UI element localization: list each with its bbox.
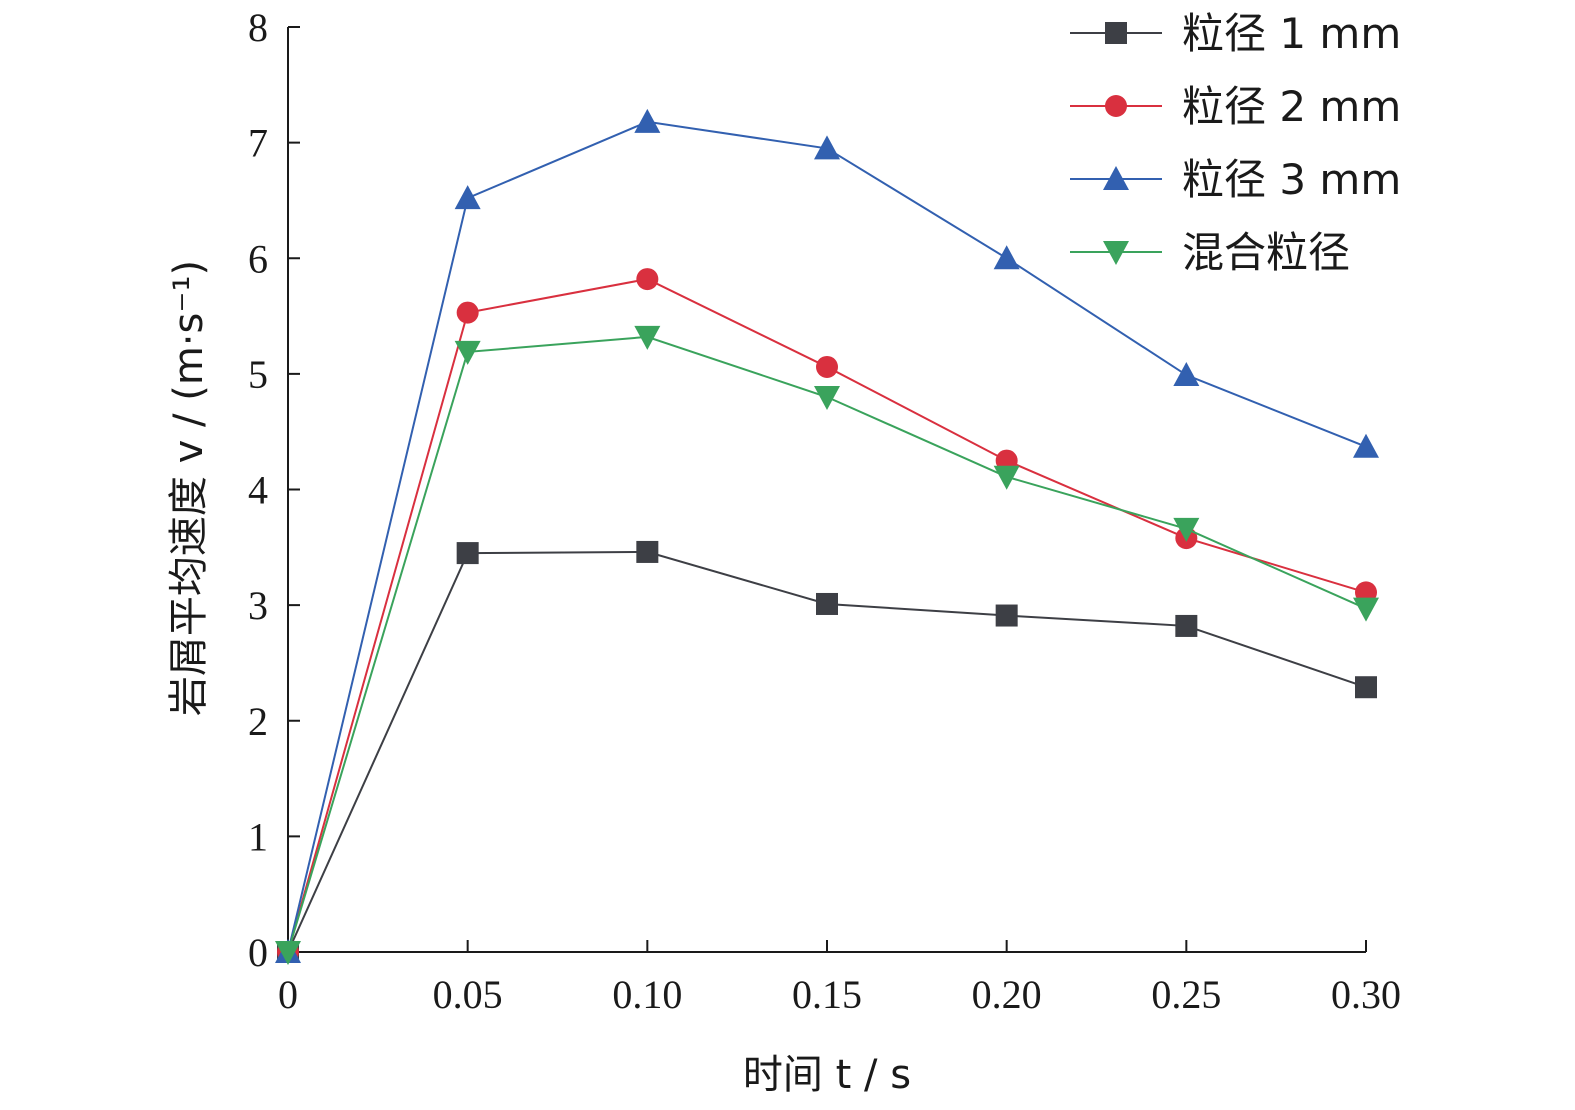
data-point [995, 604, 1018, 627]
data-point [1353, 597, 1379, 622]
legend-label: 粒径 2 mm [1182, 82, 1401, 131]
legend-marker [1105, 22, 1127, 44]
data-point [816, 355, 838, 378]
y-axis-title-text: 岩屑平均速度 v / (m·s⁻¹) [166, 260, 212, 716]
data-point [993, 465, 1020, 490]
x-tick-label: 0.30 [1331, 972, 1401, 1017]
data-point [1353, 433, 1379, 458]
legend-item: 粒径 3 mm [1070, 155, 1401, 204]
data-point [454, 185, 481, 210]
legend-label: 粒径 1 mm [1182, 9, 1401, 58]
x-tick-label: 0.05 [433, 972, 503, 1017]
x-tick-label: 0 [278, 972, 298, 1017]
y-tick-label: 0 [248, 930, 268, 975]
legend-label: 混合粒径 [1182, 228, 1350, 277]
series-1 [277, 540, 1377, 963]
data-point [634, 325, 661, 350]
data-point [1173, 517, 1200, 542]
data-point [634, 108, 661, 133]
data-point [814, 135, 840, 160]
legend-item: 混合粒径 [1070, 228, 1350, 277]
data-point [814, 386, 840, 410]
data-point [636, 268, 659, 291]
x-tick-label: 0.15 [792, 972, 862, 1017]
series-line [287, 335, 1367, 953]
x-axis-ticks: 0 0.05 0.10 0.15 0.20 0.25 0.30 [278, 940, 1401, 1017]
series-line [287, 278, 1367, 953]
data-point [454, 340, 481, 365]
series-4 [275, 325, 1379, 965]
y-axis-ticks: 0 1 2 3 4 5 6 7 8 [248, 5, 300, 975]
data-point [1175, 614, 1198, 637]
data-point [1355, 676, 1377, 699]
data-point [275, 941, 301, 965]
y-axis-title: 岩屑平均速度 v / (m·s⁻¹) [166, 260, 212, 716]
data-point [993, 245, 1020, 270]
data-point [1173, 362, 1200, 387]
legend-marker [1103, 241, 1129, 265]
x-axis-title: 时间 t / s [743, 1052, 911, 1098]
data-point [456, 542, 479, 565]
legend-label: 粒径 3 mm [1182, 155, 1401, 204]
x-tick-label: 0.10 [612, 972, 682, 1017]
legend-marker [1105, 95, 1127, 117]
x-tick-label: 0.20 [972, 972, 1042, 1017]
y-tick-label: 6 [248, 236, 268, 281]
data-point [456, 301, 479, 324]
legend-item: 粒径 2 mm [1070, 82, 1401, 131]
legend-item: 粒径 1 mm [1070, 9, 1401, 58]
y-tick-label: 2 [248, 699, 268, 744]
x-axis-title-text: 时间 t / s [743, 1052, 911, 1098]
y-tick-label: 7 [248, 121, 268, 166]
y-tick-label: 3 [248, 583, 268, 628]
legend: 粒径 1 mm 粒径 2 mm 粒径 3 mm 混合粒径 [1070, 9, 1401, 277]
x-tick-label: 0.25 [1151, 972, 1221, 1017]
y-tick-label: 1 [248, 814, 268, 859]
legend-marker [1103, 166, 1129, 190]
data-point [816, 592, 838, 615]
series-layer [275, 108, 1379, 965]
y-tick-label: 8 [248, 5, 268, 50]
y-tick-label: 5 [248, 352, 268, 397]
data-point [636, 540, 659, 563]
y-tick-label: 4 [248, 468, 268, 513]
series-2 [277, 268, 1377, 963]
